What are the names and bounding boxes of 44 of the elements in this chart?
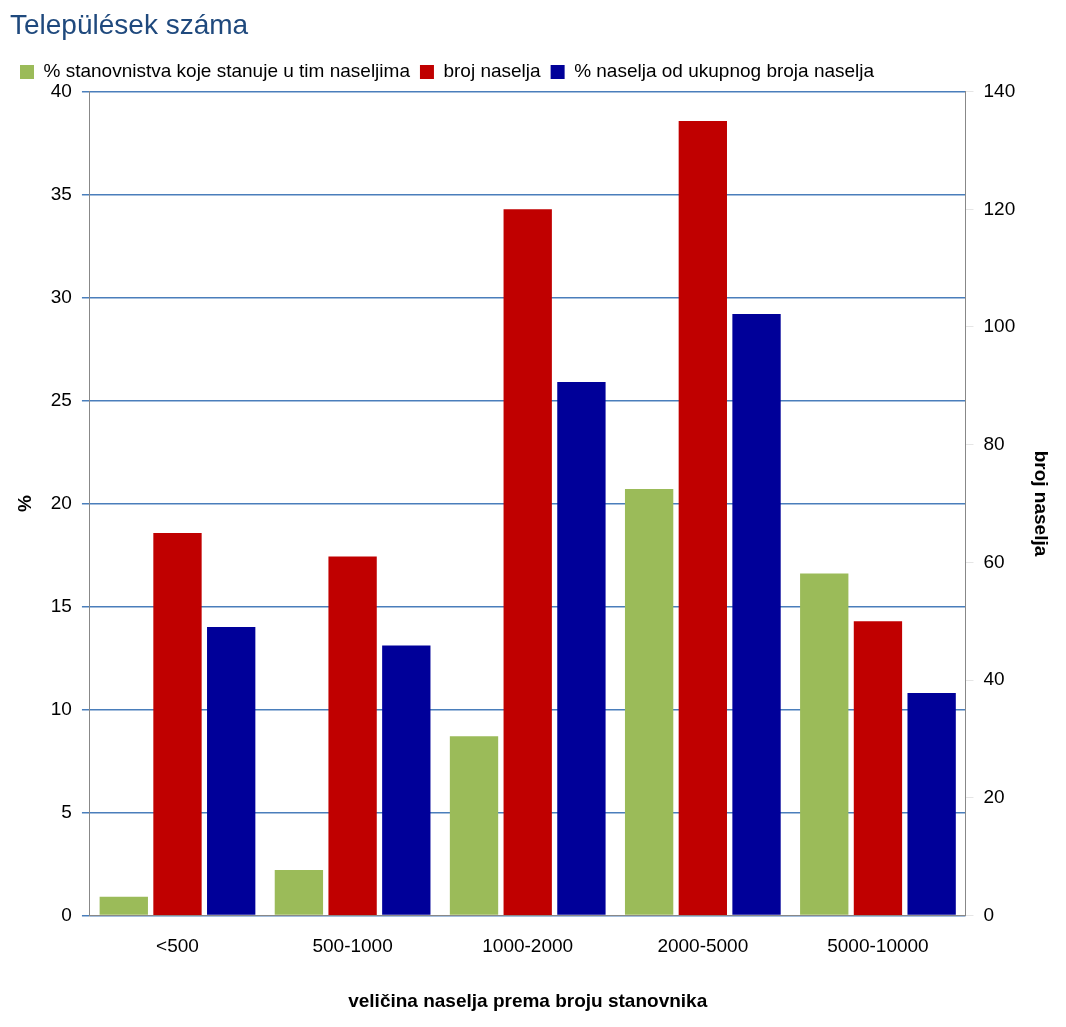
y-tick-label: 20 xyxy=(50,491,72,513)
y-tick-label: 0 xyxy=(61,903,72,925)
bar xyxy=(449,736,499,915)
x-tick-label: 1000-2000 xyxy=(482,935,574,957)
bar xyxy=(907,692,956,915)
y2-tick-label: 140 xyxy=(983,79,1016,101)
y2-tick-label: 20 xyxy=(983,785,1005,807)
y-tick-label: 40 xyxy=(50,79,72,101)
bar xyxy=(328,556,377,915)
bar xyxy=(732,314,781,915)
y-axis-title: % xyxy=(13,494,35,512)
y2-tick-label: 80 xyxy=(983,432,1005,454)
x-tick-label: 500-1000 xyxy=(312,935,393,957)
bar xyxy=(382,645,431,915)
y2-axis-title: broj naselja xyxy=(1031,450,1053,557)
x-tick-label: <500 xyxy=(156,935,199,957)
bar xyxy=(274,870,324,915)
bar xyxy=(99,896,148,915)
legend-label: broj naselja xyxy=(443,60,542,82)
chart-title: Települések száma xyxy=(10,8,249,40)
x-tick-label: 5000-10000 xyxy=(827,935,929,957)
bar xyxy=(853,621,903,915)
y-tick-label: 30 xyxy=(50,285,72,307)
y-tick-label: 10 xyxy=(50,697,72,719)
x-axis-title: veličina naselja prema broju stanovnika xyxy=(348,989,708,1011)
bar xyxy=(207,627,256,915)
y2-tick-label: 120 xyxy=(983,197,1016,219)
y-tick-label: 35 xyxy=(50,182,72,204)
y2-tick-label: 0 xyxy=(983,903,995,925)
x-tick-label: 2000-5000 xyxy=(657,935,749,957)
y-tick-label: 25 xyxy=(50,388,72,410)
y2-tick-label: 60 xyxy=(983,550,1005,572)
bar xyxy=(800,573,849,915)
bar xyxy=(153,532,202,915)
bar xyxy=(678,121,727,915)
y2-tick-label: 100 xyxy=(983,315,1016,337)
bar xyxy=(557,381,606,915)
bar xyxy=(503,209,552,915)
y2-tick-label: 40 xyxy=(983,668,1005,690)
bar xyxy=(624,489,674,915)
y-tick-label: 15 xyxy=(50,594,72,616)
legend-label: % stanovnistva koje stanuje u tim naseljima xyxy=(43,60,411,82)
y-tick-label: 5 xyxy=(61,800,72,822)
legend-label: % naselja od ukupnog broja naselja xyxy=(574,60,875,82)
